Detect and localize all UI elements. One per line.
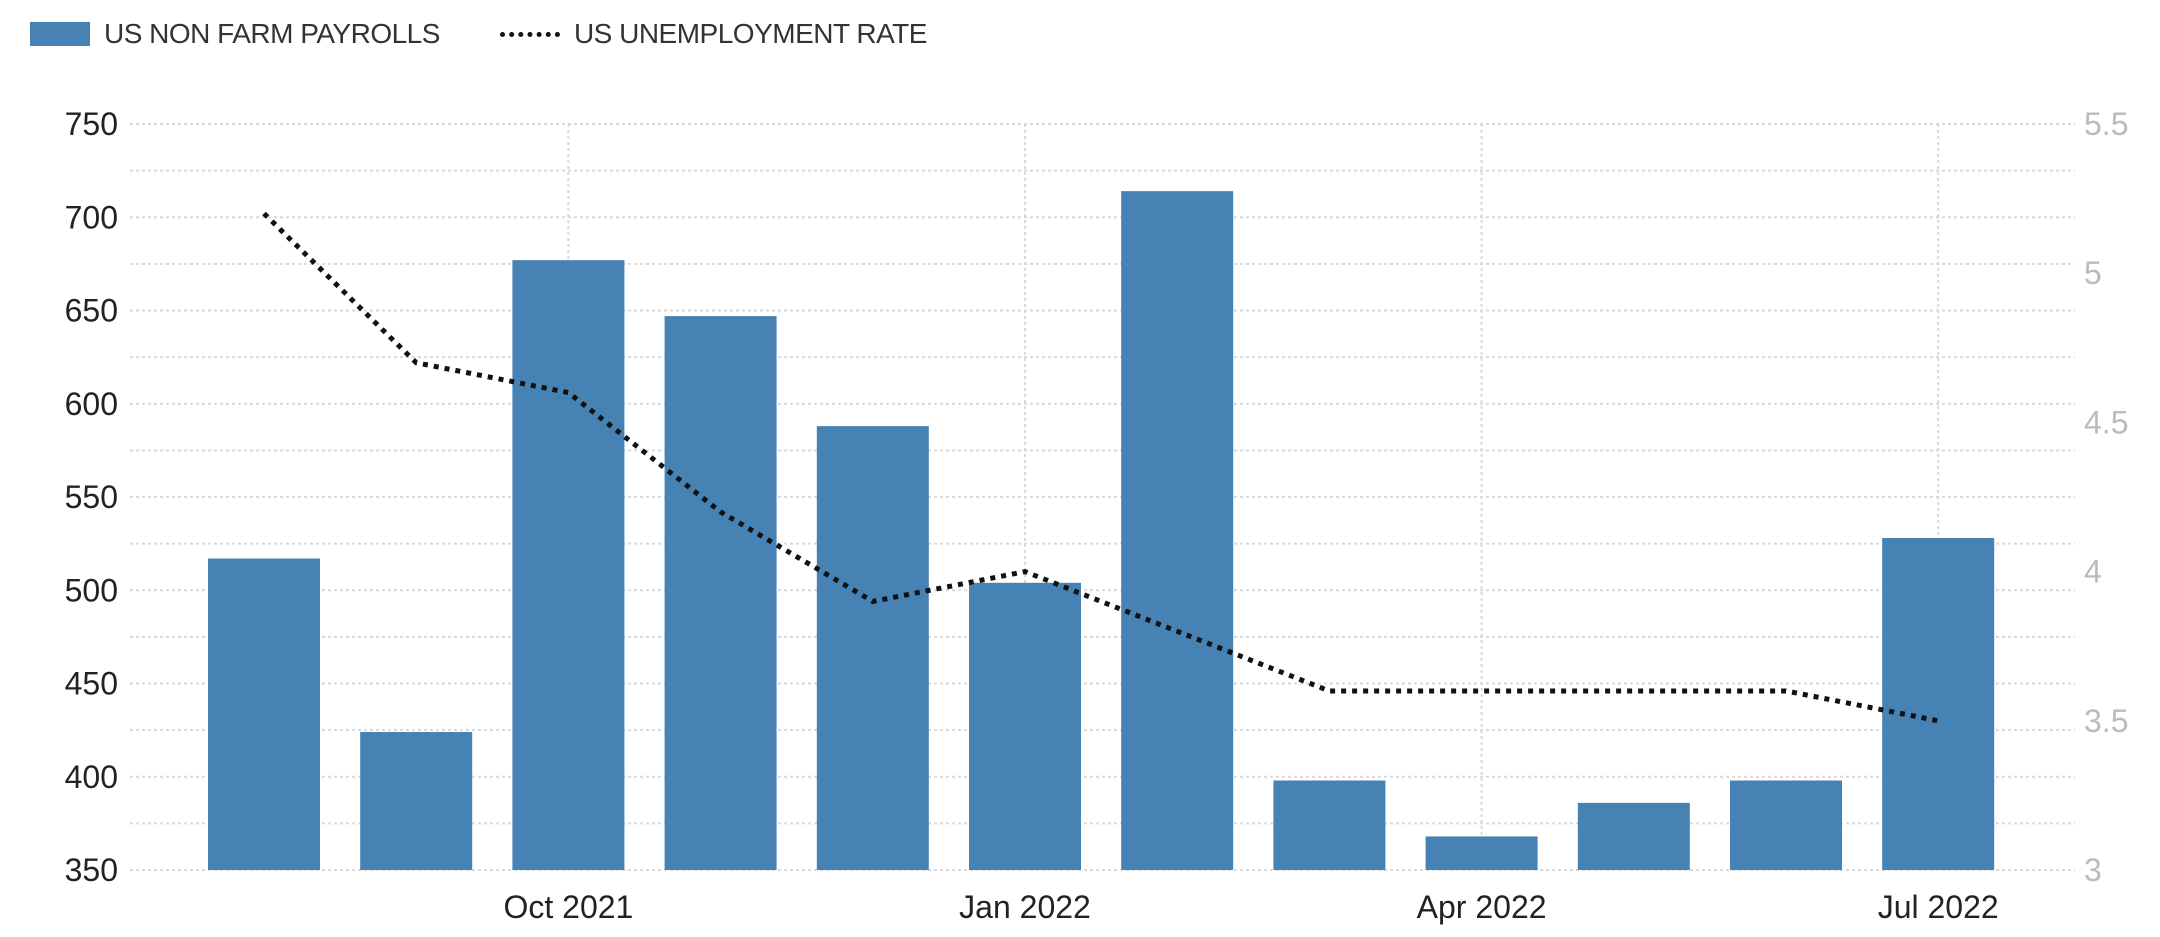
bar-nov-2021[interactable] (664, 316, 777, 871)
bar-jan-2022[interactable] (969, 582, 1081, 870)
unemployment-rate-line[interactable] (262, 211, 1939, 724)
legend-dotted-line-icon (499, 31, 560, 37)
unemployment-line-group (262, 211, 1939, 724)
right-axis-tick-label: 3.5 (2084, 703, 2128, 739)
right-axis-tick-label: 3 (2084, 852, 2102, 888)
legend-item-unemployment[interactable]: US UNEMPLOYMENT RATE (499, 18, 928, 50)
left-axis-tick-label: 350 (65, 852, 118, 888)
legend: US NON FARM PAYROLLS US UNEMPLOYMENT RAT… (30, 14, 987, 54)
left-axis-tick-label: 500 (65, 572, 118, 608)
legend-bar-swatch-icon (30, 22, 90, 46)
x-axis-tick-label: Apr 2022 (1417, 889, 1547, 925)
bar-may-2022[interactable] (1577, 802, 1690, 870)
left-axis-tick-label: 650 (65, 293, 118, 329)
bar-jun-2022[interactable] (1730, 780, 1842, 870)
x-axis-tick-label: Jan 2022 (959, 889, 1091, 925)
left-axis-tick-label: 600 (65, 386, 118, 422)
bar-dec-2021[interactable] (816, 426, 929, 870)
bar-oct-2021[interactable] (512, 260, 625, 870)
x-axis: Oct 2021 Jan 2022 Apr 2022 Jul 2022 (503, 889, 1998, 925)
legend-label-unemployment: US UNEMPLOYMENT RATE (573, 18, 928, 49)
bar-aug-2021[interactable] (208, 558, 320, 870)
bar-mar-2022[interactable] (1273, 780, 1386, 870)
right-axis: 3 3.5 4 4.5 5 5.5 (2084, 106, 2128, 888)
bars (208, 191, 1995, 871)
right-axis-tick-label: 5.5 (2084, 106, 2128, 142)
left-axis-tick-label: 700 (65, 199, 118, 235)
bar-apr-2022[interactable] (1425, 836, 1538, 870)
left-axis-tick-label: 400 (65, 759, 118, 795)
bar-feb-2022[interactable] (1121, 191, 1234, 870)
bar-jul-2022[interactable] (1882, 538, 1995, 870)
left-axis-tick-label: 750 (65, 106, 118, 142)
legend-item-payrolls[interactable]: US NON FARM PAYROLLS (30, 18, 440, 50)
right-axis-tick-label: 5 (2084, 255, 2102, 291)
left-axis-tick-label: 450 (65, 666, 118, 702)
left-axis: 350 400 450 500 550 600 650 700 750 (65, 106, 118, 888)
right-axis-tick-label: 4.5 (2084, 404, 2128, 440)
x-axis-tick-label: Jul 2022 (1878, 889, 1999, 925)
left-axis-tick-label: 550 (65, 479, 118, 515)
right-axis-tick-label: 4 (2084, 554, 2102, 590)
x-axis-tick-label: Oct 2021 (503, 889, 633, 925)
legend-label-payrolls: US NON FARM PAYROLLS (104, 18, 440, 49)
bar-sep-2021[interactable] (360, 731, 473, 870)
